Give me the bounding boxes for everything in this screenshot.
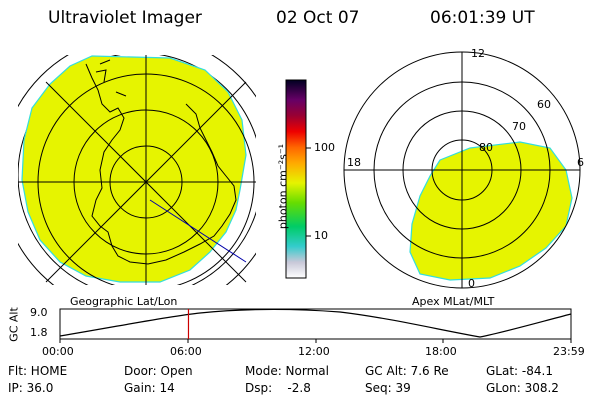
apex-lat-label-80: 80: [479, 141, 493, 154]
info-flight: Flt: HOME: [8, 364, 68, 378]
timeline-altitude-curve: [59, 308, 572, 338]
app-title: Ultraviolet Imager: [48, 8, 202, 28]
colorbar-unit-label: photon cm⁻²s⁻¹: [276, 143, 290, 230]
date-readout: 02 Oct 07: [276, 8, 360, 28]
timeline-xtick-1: 06:00: [170, 345, 202, 358]
info-mode: Mode: Normal: [245, 364, 329, 378]
geo-coastline: [85, 59, 237, 265]
info-gc-alt: GC Alt: 7.6 Re: [365, 364, 449, 378]
apex-lat-label-60: 60: [537, 98, 551, 111]
geographic-map: [18, 55, 256, 285]
timeline-frame: [59, 308, 572, 340]
colorbar-label-100: 100: [314, 141, 335, 154]
geo-track-line: [149, 199, 247, 263]
info-dsp: Dsp: -2.8: [245, 381, 311, 395]
geo-panel-label: Geographic Lat/Lon: [70, 295, 178, 308]
timeline-ytick-top: 9.0: [30, 306, 48, 319]
info-seq: Seq: 39: [365, 381, 411, 395]
colorbar-label-10: 10: [314, 229, 328, 242]
timeline-ytick-bottom: 1.8: [30, 326, 48, 339]
geo-meridian-4: [45, 81, 247, 283]
info-gain: Gain: 14: [124, 381, 175, 395]
timeline-xtick-3: 18:00: [425, 345, 457, 358]
info-ip: IP: 36.0: [8, 381, 54, 395]
apex-mlt-label-0: 0: [468, 277, 475, 290]
info-door: Door: Open: [124, 364, 193, 378]
apex-emission-region: [409, 141, 573, 281]
apex-lat-label-70: 70: [512, 120, 526, 133]
apex-mlt-label-12: 12: [471, 47, 485, 60]
timeline-xtick-0: 00:00: [42, 345, 74, 358]
apex-mlt-label-18: 18: [347, 156, 361, 169]
info-glon: GLon: 308.2: [486, 381, 559, 395]
time-readout: 06:01:39 UT: [430, 8, 535, 28]
timeline-ylabel: GC Alt: [7, 307, 21, 342]
apex-map: [343, 51, 581, 289]
timeline-xtick-2: 12:00: [298, 345, 330, 358]
apex-mlt-label-6: 6: [577, 156, 584, 169]
colorbar: [285, 79, 307, 279]
timeline-xtick-4: 23:59: [553, 345, 585, 358]
apex-panel-label: Apex MLat/MLT: [412, 295, 495, 308]
info-glat: GLat: -84.1: [486, 364, 553, 378]
